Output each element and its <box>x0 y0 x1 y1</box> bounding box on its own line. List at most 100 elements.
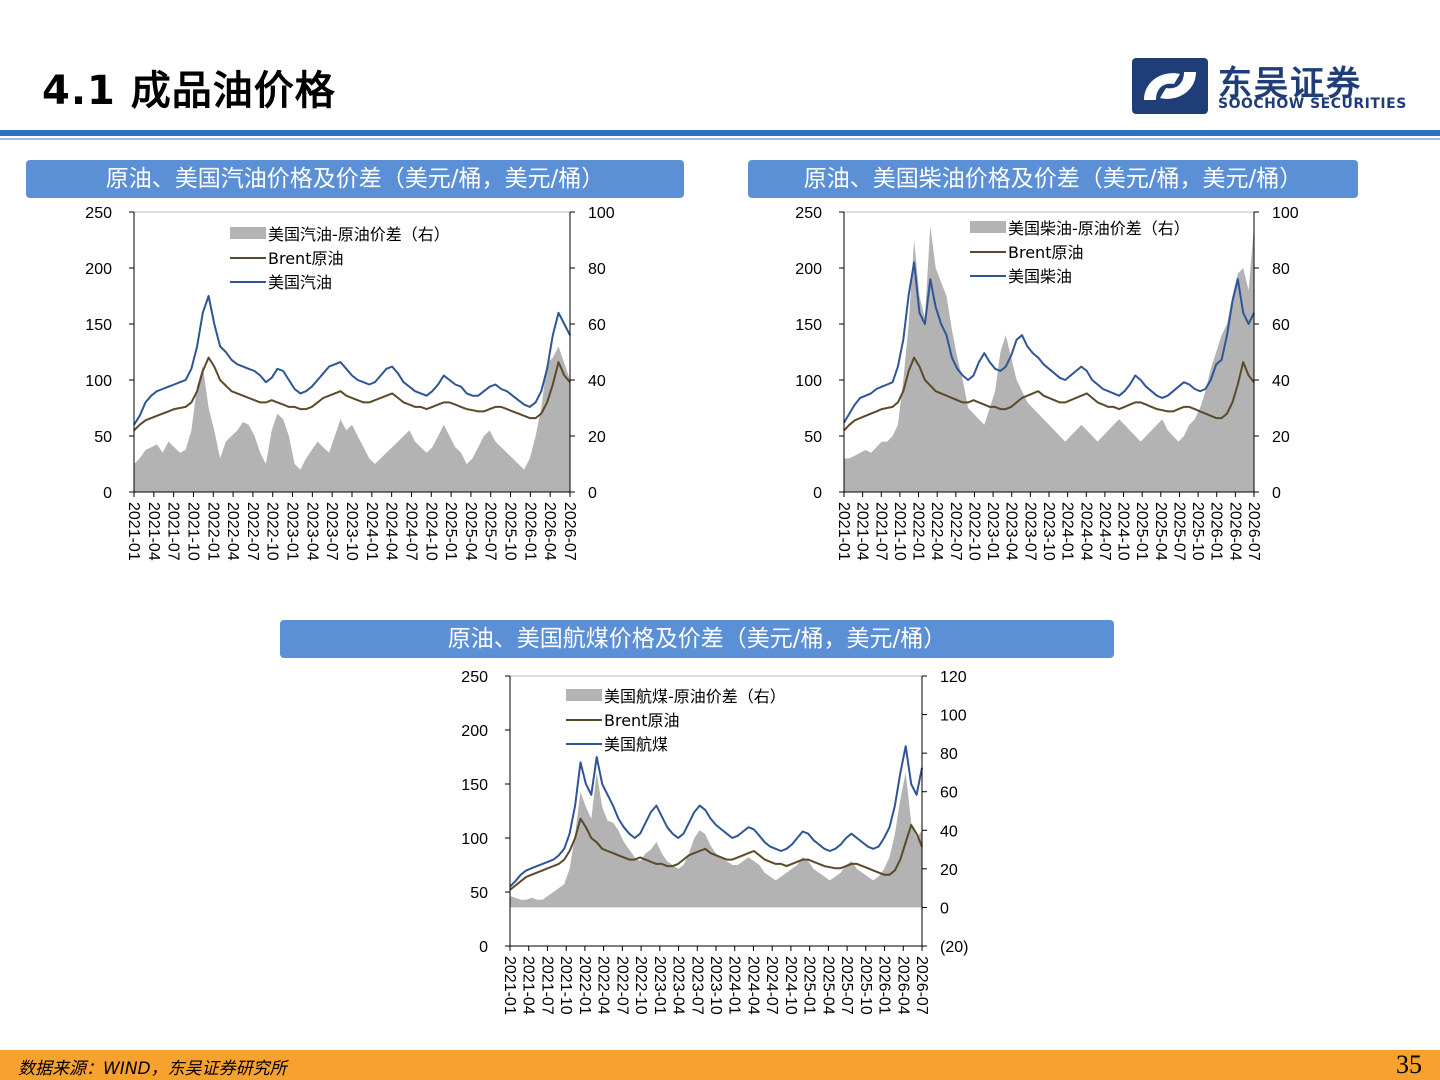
x-tick-label: 2022-07 <box>244 502 261 561</box>
legend-label: 美国航煤-原油价差（右） <box>604 687 786 706</box>
x-tick-label: 2022-10 <box>965 502 982 561</box>
x-tick-label: 2025-04 <box>1152 502 1169 561</box>
series-line-product <box>509 745 923 888</box>
x-tick-label: 2023-04 <box>303 502 320 561</box>
x-tick-label: 2023-10 <box>343 502 360 561</box>
x-tick-label: 2022-07 <box>613 956 630 1015</box>
y-right-tick-label: 100 <box>1272 205 1299 222</box>
x-tick-label: 2023-10 <box>1040 502 1057 561</box>
y-left-tick-label: 150 <box>461 777 488 794</box>
y-right-tick-label: 80 <box>940 746 958 763</box>
x-tick-label: 2022-01 <box>204 502 221 561</box>
y-right-tick-label: 80 <box>588 261 606 278</box>
legend-swatch-spread <box>230 227 266 239</box>
series-line-brent <box>133 356 571 432</box>
series-area-spread <box>844 226 1254 492</box>
legend-swatch-spread <box>970 221 1006 233</box>
legend-label: Brent原油 <box>1008 243 1083 262</box>
jet-fuel-chart-title: 原油、美国航煤价格及价差（美元/桶，美元/桶） <box>280 620 1114 658</box>
logo-english-name: SOOCHOW SECURITIES <box>1218 96 1407 112</box>
x-tick-label: 2024-10 <box>1115 502 1132 561</box>
y-right-tick-label: 40 <box>588 373 606 390</box>
x-tick-label: 2025-07 <box>1170 502 1187 561</box>
x-tick-label: 2023-07 <box>323 502 340 561</box>
x-tick-label: 2021-04 <box>145 502 162 561</box>
x-tick-label: 2025-10 <box>857 956 874 1015</box>
x-tick-label: 2026-07 <box>1245 502 1262 561</box>
x-tick-label: 2021-10 <box>891 502 908 561</box>
x-tick-label: 2021-10 <box>184 502 201 561</box>
x-tick-label: 2021-07 <box>872 502 889 561</box>
x-tick-label: 2023-10 <box>707 956 724 1015</box>
x-tick-label: 2022-10 <box>264 502 281 561</box>
y-right-tick-label: 20 <box>588 429 606 446</box>
y-left-tick-label: 150 <box>85 317 112 334</box>
y-right-tick-label: 60 <box>588 317 606 334</box>
series-area-spread <box>510 772 922 908</box>
x-tick-label: 2021-01 <box>125 502 142 561</box>
x-tick-label: 2021-07 <box>165 502 182 561</box>
x-tick-label: 2021-07 <box>538 956 555 1015</box>
x-tick-label: 2025-07 <box>482 502 499 561</box>
x-tick-label: 2022-01 <box>576 956 593 1015</box>
x-tick-label: 2026-04 <box>894 956 911 1015</box>
y-right-tick-label: 100 <box>588 205 615 222</box>
x-tick-label: 2025-04 <box>819 956 836 1015</box>
y-right-tick-label: 40 <box>940 823 958 840</box>
y-right-tick-label: 120 <box>940 669 967 686</box>
x-tick-label: 2023-07 <box>688 956 705 1015</box>
gasoline-chart-title: 原油、美国汽油价格及价差（美元/桶，美元/桶） <box>26 160 684 198</box>
y-right-tick-label: (20) <box>940 939 968 956</box>
y-right-tick-label: 20 <box>1272 429 1290 446</box>
y-left-tick-label: 50 <box>470 885 488 902</box>
footer-bar <box>0 1050 1440 1080</box>
series-line-product <box>133 295 571 426</box>
x-tick-label: 2024-01 <box>363 502 380 561</box>
jet-fuel-price-chart: 250200150100500120100806040200(20)2021-0… <box>461 669 968 1015</box>
legend-label: 美国柴油-原油价差（右） <box>1008 219 1190 238</box>
y-left-tick-label: 100 <box>461 831 488 848</box>
x-tick-label: 2026-01 <box>876 956 893 1015</box>
soochow-logo-icon <box>1132 58 1208 114</box>
y-left-tick-label: 50 <box>804 429 822 446</box>
x-tick-label: 2022-04 <box>928 502 945 561</box>
x-tick-label: 2025-04 <box>462 502 479 561</box>
x-tick-label: 2023-04 <box>1003 502 1020 561</box>
legend-label: 美国汽油-原油价差（右） <box>268 225 450 244</box>
x-tick-label: 2023-04 <box>670 956 687 1015</box>
y-right-tick-label: 20 <box>940 862 958 879</box>
x-tick-label: 2025-01 <box>801 956 818 1015</box>
x-tick-label: 2024-01 <box>726 956 743 1015</box>
x-tick-label: 2023-07 <box>1021 502 1038 561</box>
header-divider <box>0 130 1440 136</box>
x-tick-label: 2021-04 <box>854 502 871 561</box>
x-tick-label: 2026-01 <box>521 502 538 561</box>
y-right-tick-label: 40 <box>1272 373 1290 390</box>
x-tick-label: 2023-01 <box>984 502 1001 561</box>
page-number: 35 <box>1396 1050 1422 1079</box>
data-source-note: 数据来源：WIND，东吴证券研究所 <box>18 1059 287 1079</box>
y-left-tick-label: 200 <box>85 261 112 278</box>
x-tick-label: 2024-07 <box>1096 502 1113 561</box>
page-title: 4.1 成品油价格 <box>42 68 336 114</box>
y-right-tick-label: 0 <box>588 485 597 502</box>
x-tick-label: 2022-04 <box>224 502 241 561</box>
x-tick-label: 2021-04 <box>520 956 537 1015</box>
y-right-tick-label: 60 <box>1272 317 1290 334</box>
x-tick-label: 2021-01 <box>501 956 518 1015</box>
diesel-chart-title: 原油、美国柴油价格及价差（美元/桶，美元/桶） <box>748 160 1358 198</box>
header-divider-thin <box>0 138 1440 140</box>
x-tick-label: 2022-01 <box>910 502 927 561</box>
x-tick-label: 2022-07 <box>947 502 964 561</box>
x-tick-label: 2026-04 <box>1226 502 1243 561</box>
x-tick-label: 2025-01 <box>1133 502 1150 561</box>
logo-chinese-name: 东吴证券 <box>1218 64 1362 104</box>
y-left-tick-label: 250 <box>461 669 488 686</box>
y-left-tick-label: 0 <box>813 485 822 502</box>
series-line-product <box>843 261 1255 424</box>
legend-label: 美国柴油 <box>1008 267 1072 286</box>
y-left-tick-label: 0 <box>479 939 488 956</box>
x-tick-label: 2024-01 <box>1059 502 1076 561</box>
y-right-tick-label: 0 <box>940 900 949 917</box>
